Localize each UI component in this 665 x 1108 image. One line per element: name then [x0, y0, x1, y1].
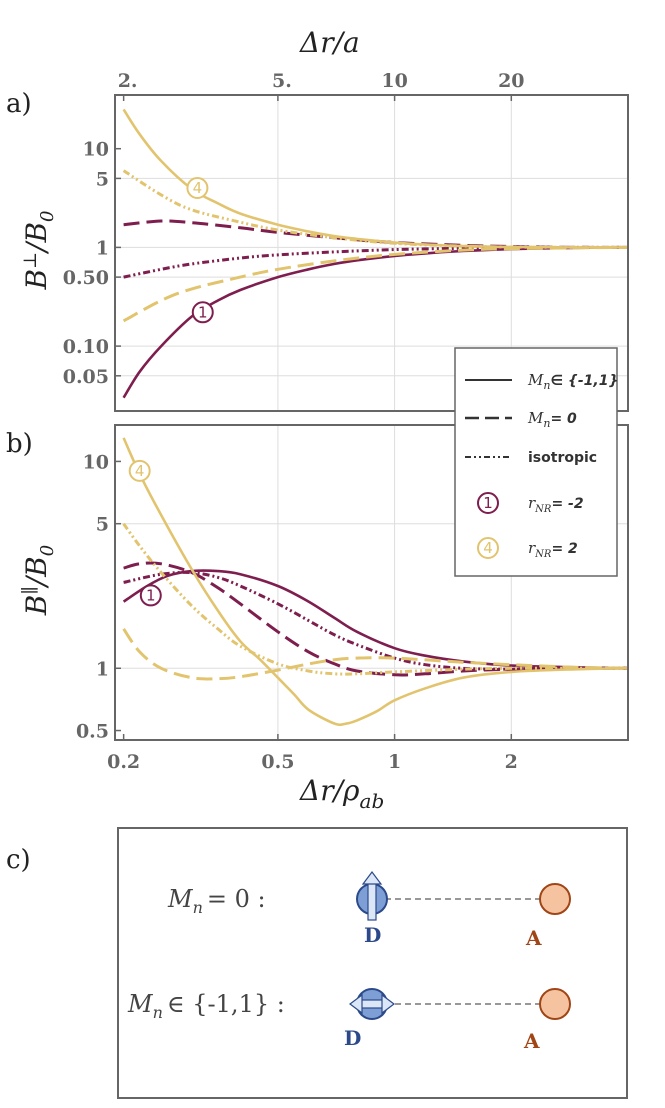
panel-a-ticks: 10 5 1 0.50 0.10 0.05 2. 5. 10 20: [63, 70, 525, 388]
legend: Mn∈ {-1,1} Mn= 0 isotropic 1 rNR= -2 4 r…: [454, 347, 618, 577]
panel-b-series: [122, 437, 629, 727]
panel-b-ticks: 10 5 1 0.5 0.2 0.5 1 2: [76, 451, 518, 773]
y-tick-label: 0.10: [63, 336, 109, 358]
top-tick-label: 10: [381, 70, 407, 92]
legend-dash-label: Mn= 0: [527, 409, 577, 430]
curve-marker-1: [191, 301, 214, 324]
legend-solid-label: Mn∈ {-1,1}: [527, 371, 618, 392]
y-tick-label: 10: [83, 139, 109, 161]
legend-rpos-label: rNR= 2: [528, 539, 578, 560]
y-tick-label: 0.50: [63, 267, 109, 289]
row1-acceptor-label: A: [525, 926, 542, 950]
panel-c-diagram: Mn = 0 : D A Mn ∈ {-1,1} : D A: [117, 827, 628, 1099]
row1-dipole-arrow-icon: [361, 871, 383, 921]
legend-isotropic-label: isotropic: [528, 450, 597, 466]
curve-marker-label-1: 1: [198, 303, 208, 321]
legend-box: [454, 347, 618, 577]
row1-acceptor-circle: [539, 883, 571, 915]
curve-marker-1: [139, 584, 162, 607]
top-tick-label: 20: [498, 70, 524, 92]
series-line-purple-solid: [122, 569, 629, 670]
curve-marker-4: [128, 459, 151, 482]
series-line-gold-dash: [122, 628, 629, 681]
panel-label-a: a): [6, 89, 32, 119]
row2-acceptor-circle: [539, 988, 571, 1020]
row2-dipole-arrow-icon: [349, 993, 395, 1015]
legend-rneg-label: rNR= -2: [528, 494, 584, 515]
curve-marker-4: [186, 176, 209, 199]
series-line-gold-dashdot: [122, 522, 628, 676]
y-tick-label: 5: [96, 168, 109, 190]
top-tick-label: 5.: [272, 70, 292, 92]
row2-acceptor-label: A: [523, 1029, 540, 1053]
legend-marker-1-text: 1: [483, 494, 493, 512]
panel-b-ylabel: B∥/B0: [20, 545, 58, 616]
x-tick-label: 0.5: [261, 751, 294, 773]
panel-a-frame: [114, 94, 629, 412]
curve-marker-label-4: 4: [193, 179, 203, 197]
y-tick-label: 0.05: [63, 366, 109, 388]
series-line-gold-solid: [122, 437, 629, 727]
panel-a-ylabel: B⊥/B0: [20, 211, 58, 291]
panel-a-grid: [115, 95, 628, 411]
legend-marker-1: [477, 492, 499, 514]
panel-label-b: b): [6, 429, 33, 459]
y-tick-label: 0.5: [76, 721, 109, 743]
curve-marker-label-4: 4: [135, 462, 145, 480]
panel-b-frame: [114, 424, 629, 741]
y-tick-label: 1: [96, 658, 109, 680]
curve-marker-label-1: 1: [146, 586, 156, 604]
series-line-gold-dashdot: [122, 169, 629, 249]
y-tick-label: 10: [83, 451, 109, 473]
panel-b-markers: 14: [128, 459, 162, 607]
top-axis-title: Δr/a: [299, 26, 360, 59]
panel-a-series: [122, 108, 629, 399]
row1-donor-label: D: [364, 923, 381, 947]
y-tick-label: 5: [96, 514, 109, 536]
legend-marker-4-text: 4: [483, 539, 493, 557]
row2-donor-label: D: [344, 1026, 361, 1050]
x-tick-label: 1: [388, 751, 401, 773]
top-tick-label: 2.: [118, 70, 138, 92]
row2-label: Mn ∈ {-1,1} :: [127, 990, 285, 1022]
y-tick-label: 1: [96, 237, 109, 259]
diagram-frame: [117, 827, 628, 1099]
series-line-purple-dashdot: [123, 570, 629, 671]
row1-label: Mn = 0 :: [167, 885, 266, 917]
panel-label-c: c): [6, 845, 31, 875]
x-tick-label: 2: [505, 751, 518, 773]
panel-a-markers: 14: [186, 176, 214, 324]
legend-marker-4: [477, 537, 499, 559]
x-tick-label: 0.2: [107, 751, 140, 773]
bottom-axis-title: Δr/ρab: [299, 774, 384, 813]
